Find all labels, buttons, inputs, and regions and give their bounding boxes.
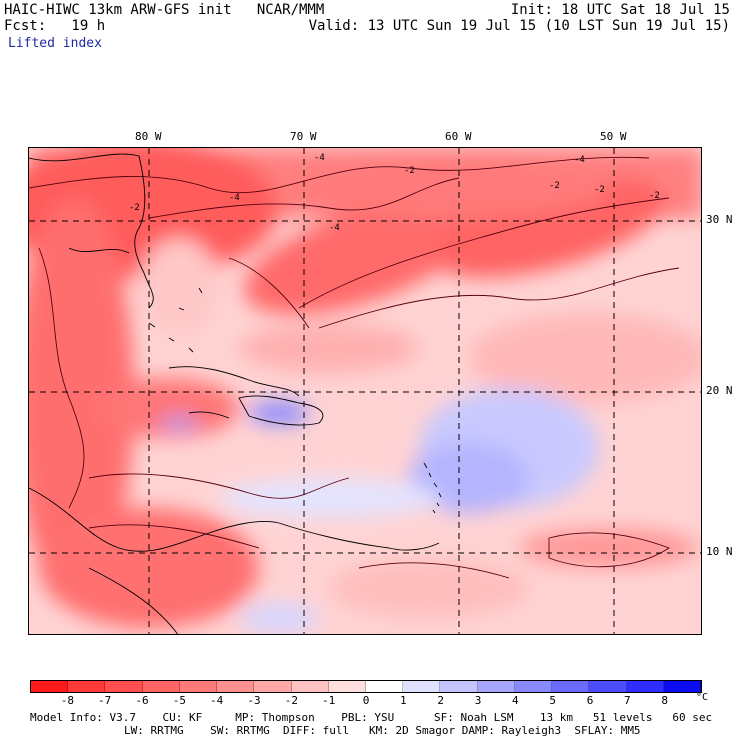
colorbar-swatch [142,681,180,692]
lon-label-50w: 50 W [600,130,627,143]
forecast-hour: Fcst: 19 h [4,18,106,34]
colorbar-swatch [589,681,627,692]
colorbar-swatch [179,681,218,692]
lon-label-70w: 70 W [290,130,317,143]
lat-label-10n: 10 N [706,545,733,558]
graticule [29,148,701,634]
colorbar-labels: -8 -7 -6 -5 -4 -3 -2 -1 0 1 2 3 4 5 6 7 8 [30,694,702,708]
lat-label-20n: 20 N [706,384,733,397]
lifted-index-field [29,148,701,633]
contour-label: -2 [549,181,560,191]
colorbar-swatch [105,681,143,692]
colorbar-swatch [328,681,366,692]
colorbar-tick-label: -3 [247,694,261,707]
model-title: HAIC-HIWC 13km ARW-GFS init NCAR/MMM [4,2,325,18]
contour-label: -4 [574,155,585,165]
model-info-line1: Model Info: V3.7 CU: KF MP: Thompson PBL… [30,711,713,724]
model-info-line2: LW: RRTMG SW: RRTMG DIFF: full KM: 2D Sm… [124,724,641,737]
colorbar-tick-label: 8 [661,694,668,707]
colorbar-tick-label: -7 [98,694,112,707]
colorbar-tick-label: 7 [624,694,631,707]
contour-label: -4 [229,193,240,203]
colorbar-swatch [217,681,255,692]
colorbar-tick-label: 1 [400,694,407,707]
colorbar-swatch [477,681,515,692]
contour-label-group: -4 -2 -2 -4 -2 -4 -2 -4 -2 [129,153,660,233]
colorbar-swatch [552,681,590,692]
init-time: Init: 18 UTC Sat 18 Jul 15 [510,2,730,18]
contour-label: -4 [314,153,325,163]
colorbar-swatch [663,681,701,692]
colorbar-swatch [440,681,478,692]
map-canvas: -4 -2 -2 -4 -2 -4 -2 -4 -2 [29,148,701,634]
colorbar-tick-label: 6 [586,694,594,707]
colorbar-tick-label: 3 [474,694,482,707]
colorbar-tick-label: -4 [210,694,224,707]
colorbar-tick-label: 4 [512,694,519,707]
contour-lines [29,156,680,579]
colorbar-tick-label: -1 [322,694,336,707]
colorbar-swatch [403,681,441,692]
lon-label-60w: 60 W [445,130,472,143]
field-name: Lifted index [8,36,102,51]
colorbar-swatch [68,681,106,692]
contour-label: -2 [404,166,415,176]
contour-label: -2 [129,203,140,213]
colorbar-swatch [254,681,292,692]
colorbar-swatch [626,681,664,692]
colorbar-tick-label: -6 [135,694,149,707]
valid-time: Valid: 13 UTC Sun 19 Jul 15 (10 LST Sun … [308,18,730,34]
lifted-index-map: -4 -2 -2 -4 -2 -4 -2 -4 -2 [28,147,702,635]
colorbar-swatch [514,681,553,692]
colorbar-swatch [31,681,69,692]
colorbar [30,680,702,693]
colorbar-tick-label: 0 [362,694,370,707]
colorbar-tick-label: 2 [437,694,444,707]
colorbar-tick-label: -5 [172,694,186,707]
colorbar-unit: °C [696,692,709,703]
contour-label: -2 [649,191,660,201]
lon-label-80w: 80 W [135,130,162,143]
colorbar-tick-label: -8 [60,694,74,707]
colorbar-swatch [365,681,404,692]
colorbar-tick-label: 5 [549,694,556,707]
colorbar-swatch [291,681,329,692]
lat-label-30n: 30 N [706,213,733,226]
colorbar-tick-label: -2 [284,694,298,707]
contour-label: -4 [329,223,340,233]
contour-label: -2 [594,185,605,195]
